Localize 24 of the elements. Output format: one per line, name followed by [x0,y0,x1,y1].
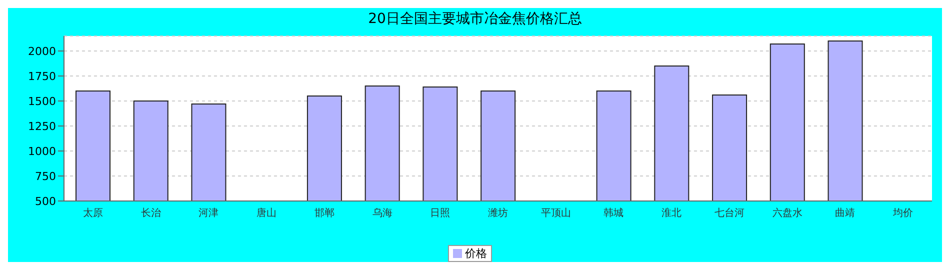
chart-title: 20日全国主要城市冶金焦价格汇总 [367,10,583,29]
y-tick-label: 750 [35,170,56,183]
x-tick-label: 乌海 [372,207,392,220]
x-tick-label: 潍坊 [488,207,508,220]
x-tick-label: 淮北 [662,207,682,220]
x-tick-label: 日照 [430,208,450,220]
x-tick-label: 太原 [82,207,103,220]
y-tick-label: 500 [35,194,56,208]
x-tick-label: 邯郸 [314,207,334,220]
y-tick-label: 1500 [28,94,56,108]
x-tick-label: 唐山 [256,207,277,220]
x-tick-label: 河津 [198,207,219,220]
y-tick-label: 1250 [28,120,56,133]
y-tick-label: 1750 [28,70,56,83]
x-tick-label: 均价 [892,207,914,220]
x-tick-label: 韩城 [604,207,624,220]
x-tick-label: 六盘水 [772,207,802,220]
y-tick-label: 2000 [28,44,56,58]
x-tick-label: 七台河 [714,207,744,220]
x-tick-label: 平顶山 [540,207,571,220]
legend-label: 价格 [448,245,492,262]
y-tick-label: 1000 [28,144,56,158]
x-tick-label: 曲靖 [835,207,856,220]
x-tick-label: 长治 [140,207,161,220]
